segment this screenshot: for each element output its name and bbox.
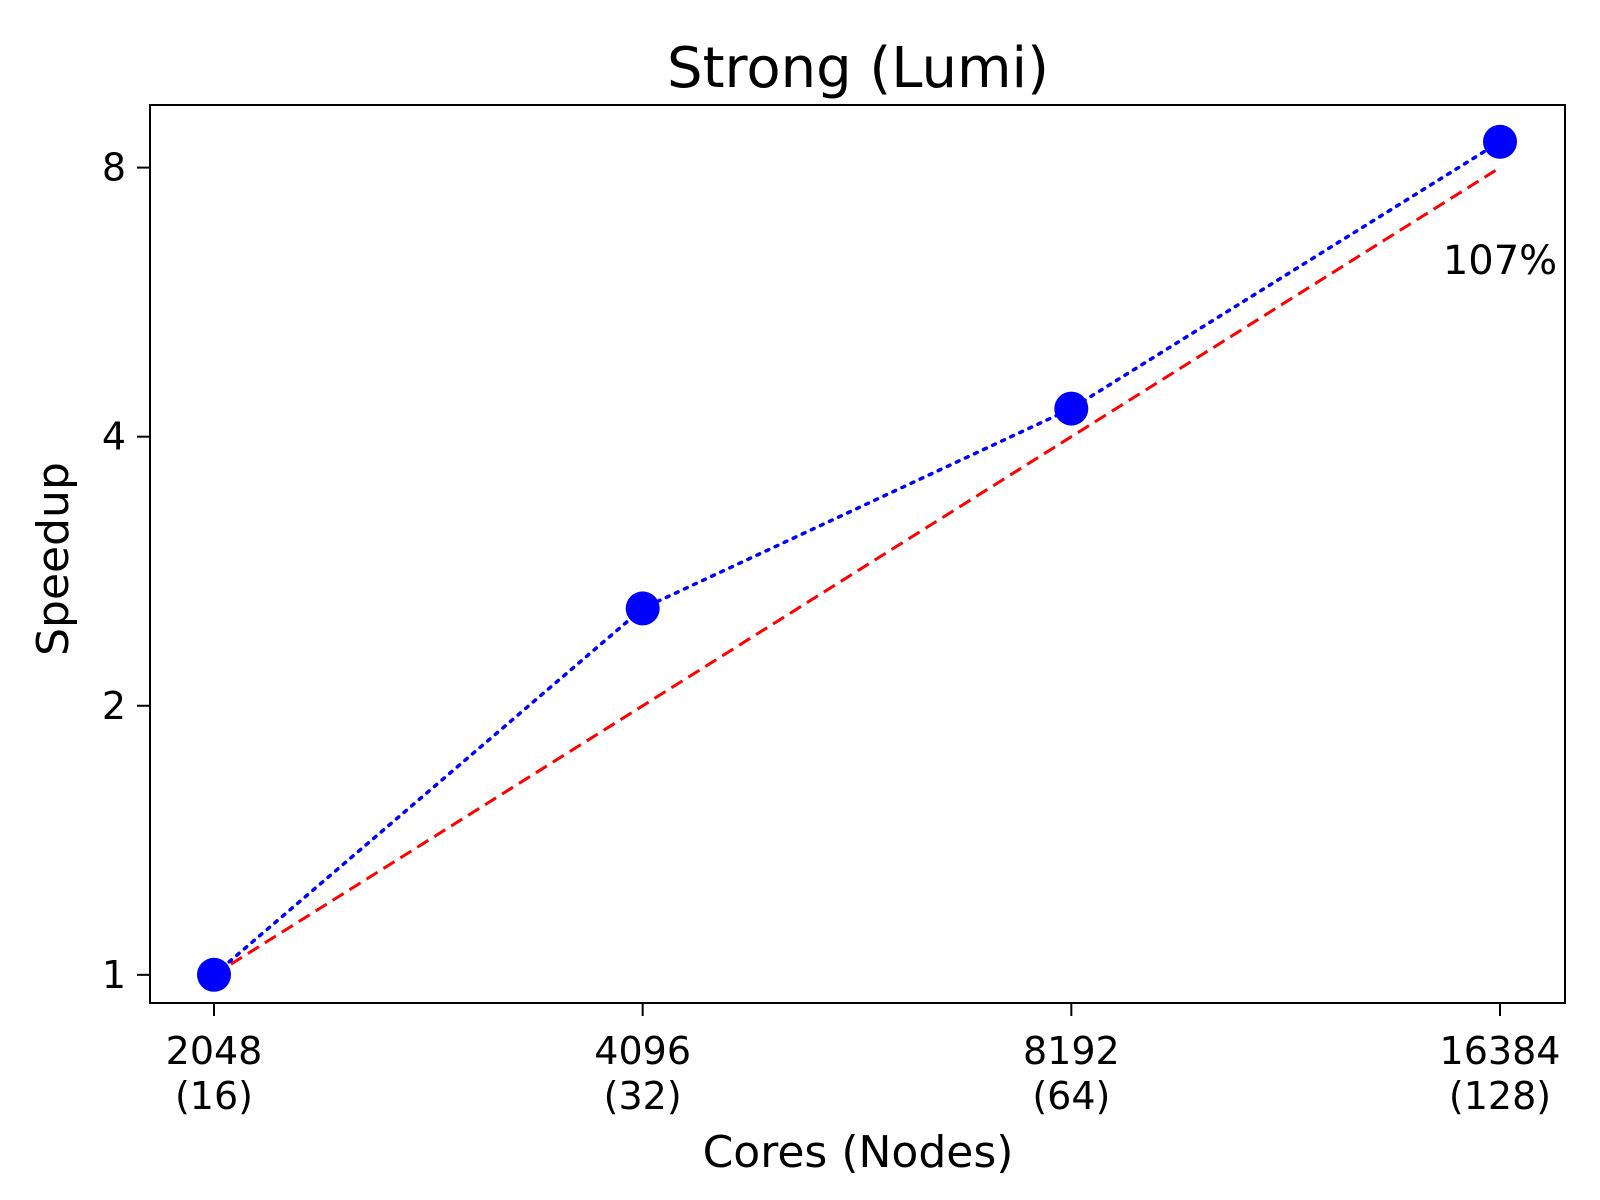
- axes: 1 2 4 8 2048(16) 4096(32) 8192(64) 16384(128) 10…: [102, 146, 1561, 1118]
- x-tick-label-nodes: (64): [1032, 1074, 1110, 1118]
- data-point: [1054, 391, 1089, 426]
- y-tick-label: 2: [102, 684, 126, 728]
- series-line-1: [212, 140, 1502, 977]
- y-axis-label: Speedup: [28, 462, 79, 656]
- data-point: [197, 957, 231, 992]
- y-tick-label: 1: [102, 953, 126, 997]
- x-tick-label-nodes: (16): [175, 1074, 253, 1118]
- x-tick-label-nodes: (128): [1449, 1074, 1551, 1118]
- x-tick-label-cores: 8192: [1023, 1029, 1120, 1073]
- plot-area: [197, 124, 1517, 992]
- data-point: [1483, 124, 1517, 159]
- y-tick-label: 4: [102, 415, 126, 459]
- efficiency-annotation: 107%: [1443, 238, 1557, 284]
- x-tick-label-cores: 4096: [594, 1029, 691, 1073]
- x-tick-label-cores: 16384: [1440, 1029, 1561, 1073]
- plot-frame: [149, 104, 1566, 1004]
- chart-title: Strong (Lumi): [667, 36, 1049, 101]
- x-tick-label-cores: 2048: [166, 1029, 263, 1073]
- series-line-2: [213, 166, 1501, 977]
- y-tick-label: 8: [102, 146, 126, 190]
- x-axis-label: Cores (Nodes): [703, 1127, 1014, 1178]
- data-point: [625, 591, 660, 626]
- x-tick-label-nodes: (32): [604, 1074, 682, 1118]
